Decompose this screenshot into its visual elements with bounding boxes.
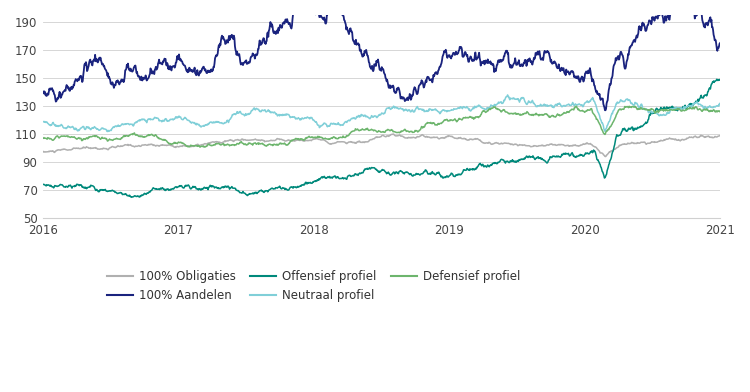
- Legend: 100% Obligaties, 100% Aandelen, Offensief profiel, Neutraal profiel, Defensief p: 100% Obligaties, 100% Aandelen, Offensie…: [103, 265, 525, 307]
